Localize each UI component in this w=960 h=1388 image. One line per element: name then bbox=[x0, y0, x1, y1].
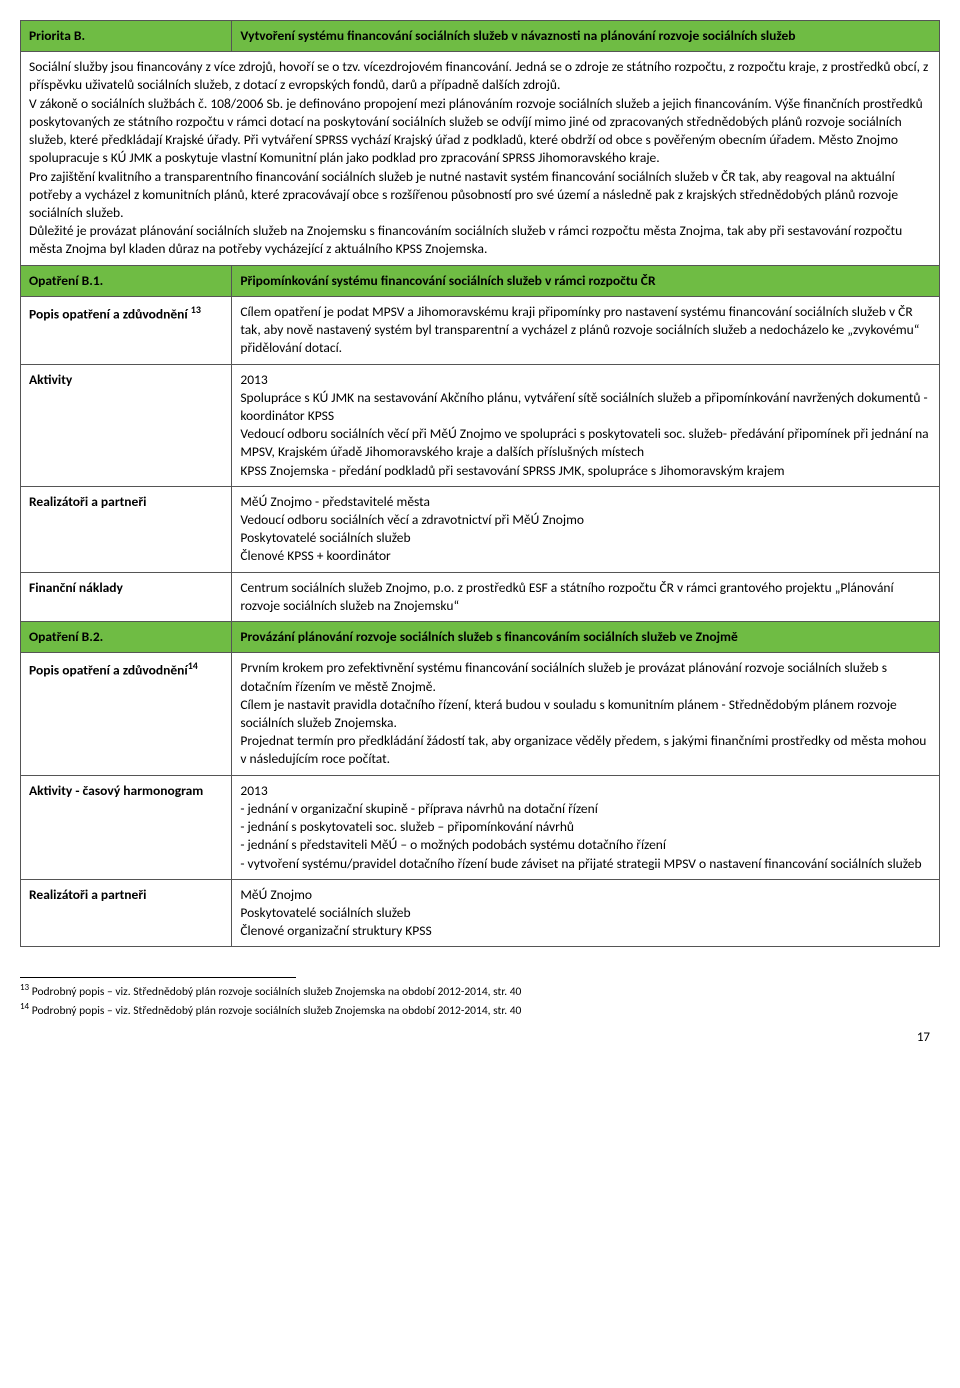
b1-fin-row: Finanční náklady Centrum sociálních služ… bbox=[21, 572, 940, 621]
b1-popis-label-text: Popis opatření a zdůvodnění bbox=[29, 305, 191, 322]
measure-b1-label: Opatření B.1. bbox=[21, 265, 232, 296]
b1-popis-text: Cílem opatření je podat MPSV a Jihomorav… bbox=[232, 296, 940, 364]
priority-b-title: Vytvoření systému financování sociálních… bbox=[232, 21, 940, 52]
measure-b1-header-row: Opatření B.1. Připomínkování systému fin… bbox=[21, 265, 940, 296]
footnote-separator bbox=[20, 977, 296, 978]
b1-popis-row: Popis opatření a zdůvodnění 13 Cílem opa… bbox=[21, 296, 940, 364]
footnote-14: 14 Podrobný popis – viz. Střednědobý plá… bbox=[20, 1001, 940, 1019]
b1-realiz-label: Realizátoři a partneři bbox=[21, 486, 232, 572]
b1-realiz-row: Realizátoři a partneři MěÚ Znojmo - před… bbox=[21, 486, 940, 572]
measure-b2-title: Provázání plánování rozvoje sociálních s… bbox=[232, 622, 940, 653]
b2-realiz-text: MěÚ Znojmo Poskytovatelé sociálních služ… bbox=[232, 879, 940, 947]
priority-b-header-row: Priorita B. Vytvoření systému financován… bbox=[21, 21, 940, 52]
footnote-14-text: Podrobný popis – viz. Střednědobý plán r… bbox=[32, 1004, 522, 1018]
priority-table: Priorita B. Vytvoření systému financován… bbox=[20, 20, 940, 947]
priority-b-label: Priorita B. bbox=[21, 21, 232, 52]
footnote-13: 13 Podrobný popis – viz. Střednědobý plá… bbox=[20, 982, 940, 1000]
footnote-ref-14: 14 bbox=[188, 659, 198, 672]
footnotes-block: 13 Podrobný popis – viz. Střednědobý plá… bbox=[20, 982, 940, 1019]
b2-aktivity-label: Aktivity - časový harmonogram bbox=[21, 775, 232, 879]
b2-popis-row: Popis opatření a zdůvodnění14 Prvním kro… bbox=[21, 653, 940, 775]
b1-aktivity-label: Aktivity bbox=[21, 364, 232, 486]
b2-popis-text: Prvním krokem pro zefektivnění systému f… bbox=[232, 653, 940, 775]
measure-b2-label: Opatření B.2. bbox=[21, 622, 232, 653]
priority-b-body: Sociální služby jsou financovány z více … bbox=[21, 52, 940, 265]
b2-aktivity-text: 2013 - jednání v organizační skupině - p… bbox=[232, 775, 940, 879]
b1-aktivity-row: Aktivity 2013 Spolupráce s KÚ JMK na ses… bbox=[21, 364, 940, 486]
page-number: 17 bbox=[20, 1029, 940, 1047]
page-container: Priorita B. Vytvoření systému financován… bbox=[20, 20, 940, 1047]
b1-aktivity-text: 2013 Spolupráce s KÚ JMK na sestavování … bbox=[232, 364, 940, 486]
measure-b2-header-row: Opatření B.2. Provázání plánování rozvoj… bbox=[21, 622, 940, 653]
b1-fin-label: Finanční náklady bbox=[21, 572, 232, 621]
b1-fin-text: Centrum sociálních služeb Znojmo, p.o. z… bbox=[232, 572, 940, 621]
b1-realiz-text: MěÚ Znojmo - představitelé města Vedoucí… bbox=[232, 486, 940, 572]
b1-popis-label: Popis opatření a zdůvodnění 13 bbox=[21, 296, 232, 364]
b2-popis-label: Popis opatření a zdůvodnění14 bbox=[21, 653, 232, 775]
priority-b-body-row: Sociální služby jsou financovány z více … bbox=[21, 52, 940, 265]
footnote-ref-13: 13 bbox=[191, 303, 201, 316]
b2-popis-label-text: Popis opatření a zdůvodnění bbox=[29, 662, 188, 679]
b2-realiz-label: Realizátoři a partneři bbox=[21, 879, 232, 947]
b2-realiz-row: Realizátoři a partneři MěÚ Znojmo Poskyt… bbox=[21, 879, 940, 947]
measure-b1-title: Připomínkování systému financování sociá… bbox=[232, 265, 940, 296]
b2-aktivity-row: Aktivity - časový harmonogram 2013 - jed… bbox=[21, 775, 940, 879]
footnote-13-text: Podrobný popis – viz. Střednědobý plán r… bbox=[32, 985, 522, 999]
